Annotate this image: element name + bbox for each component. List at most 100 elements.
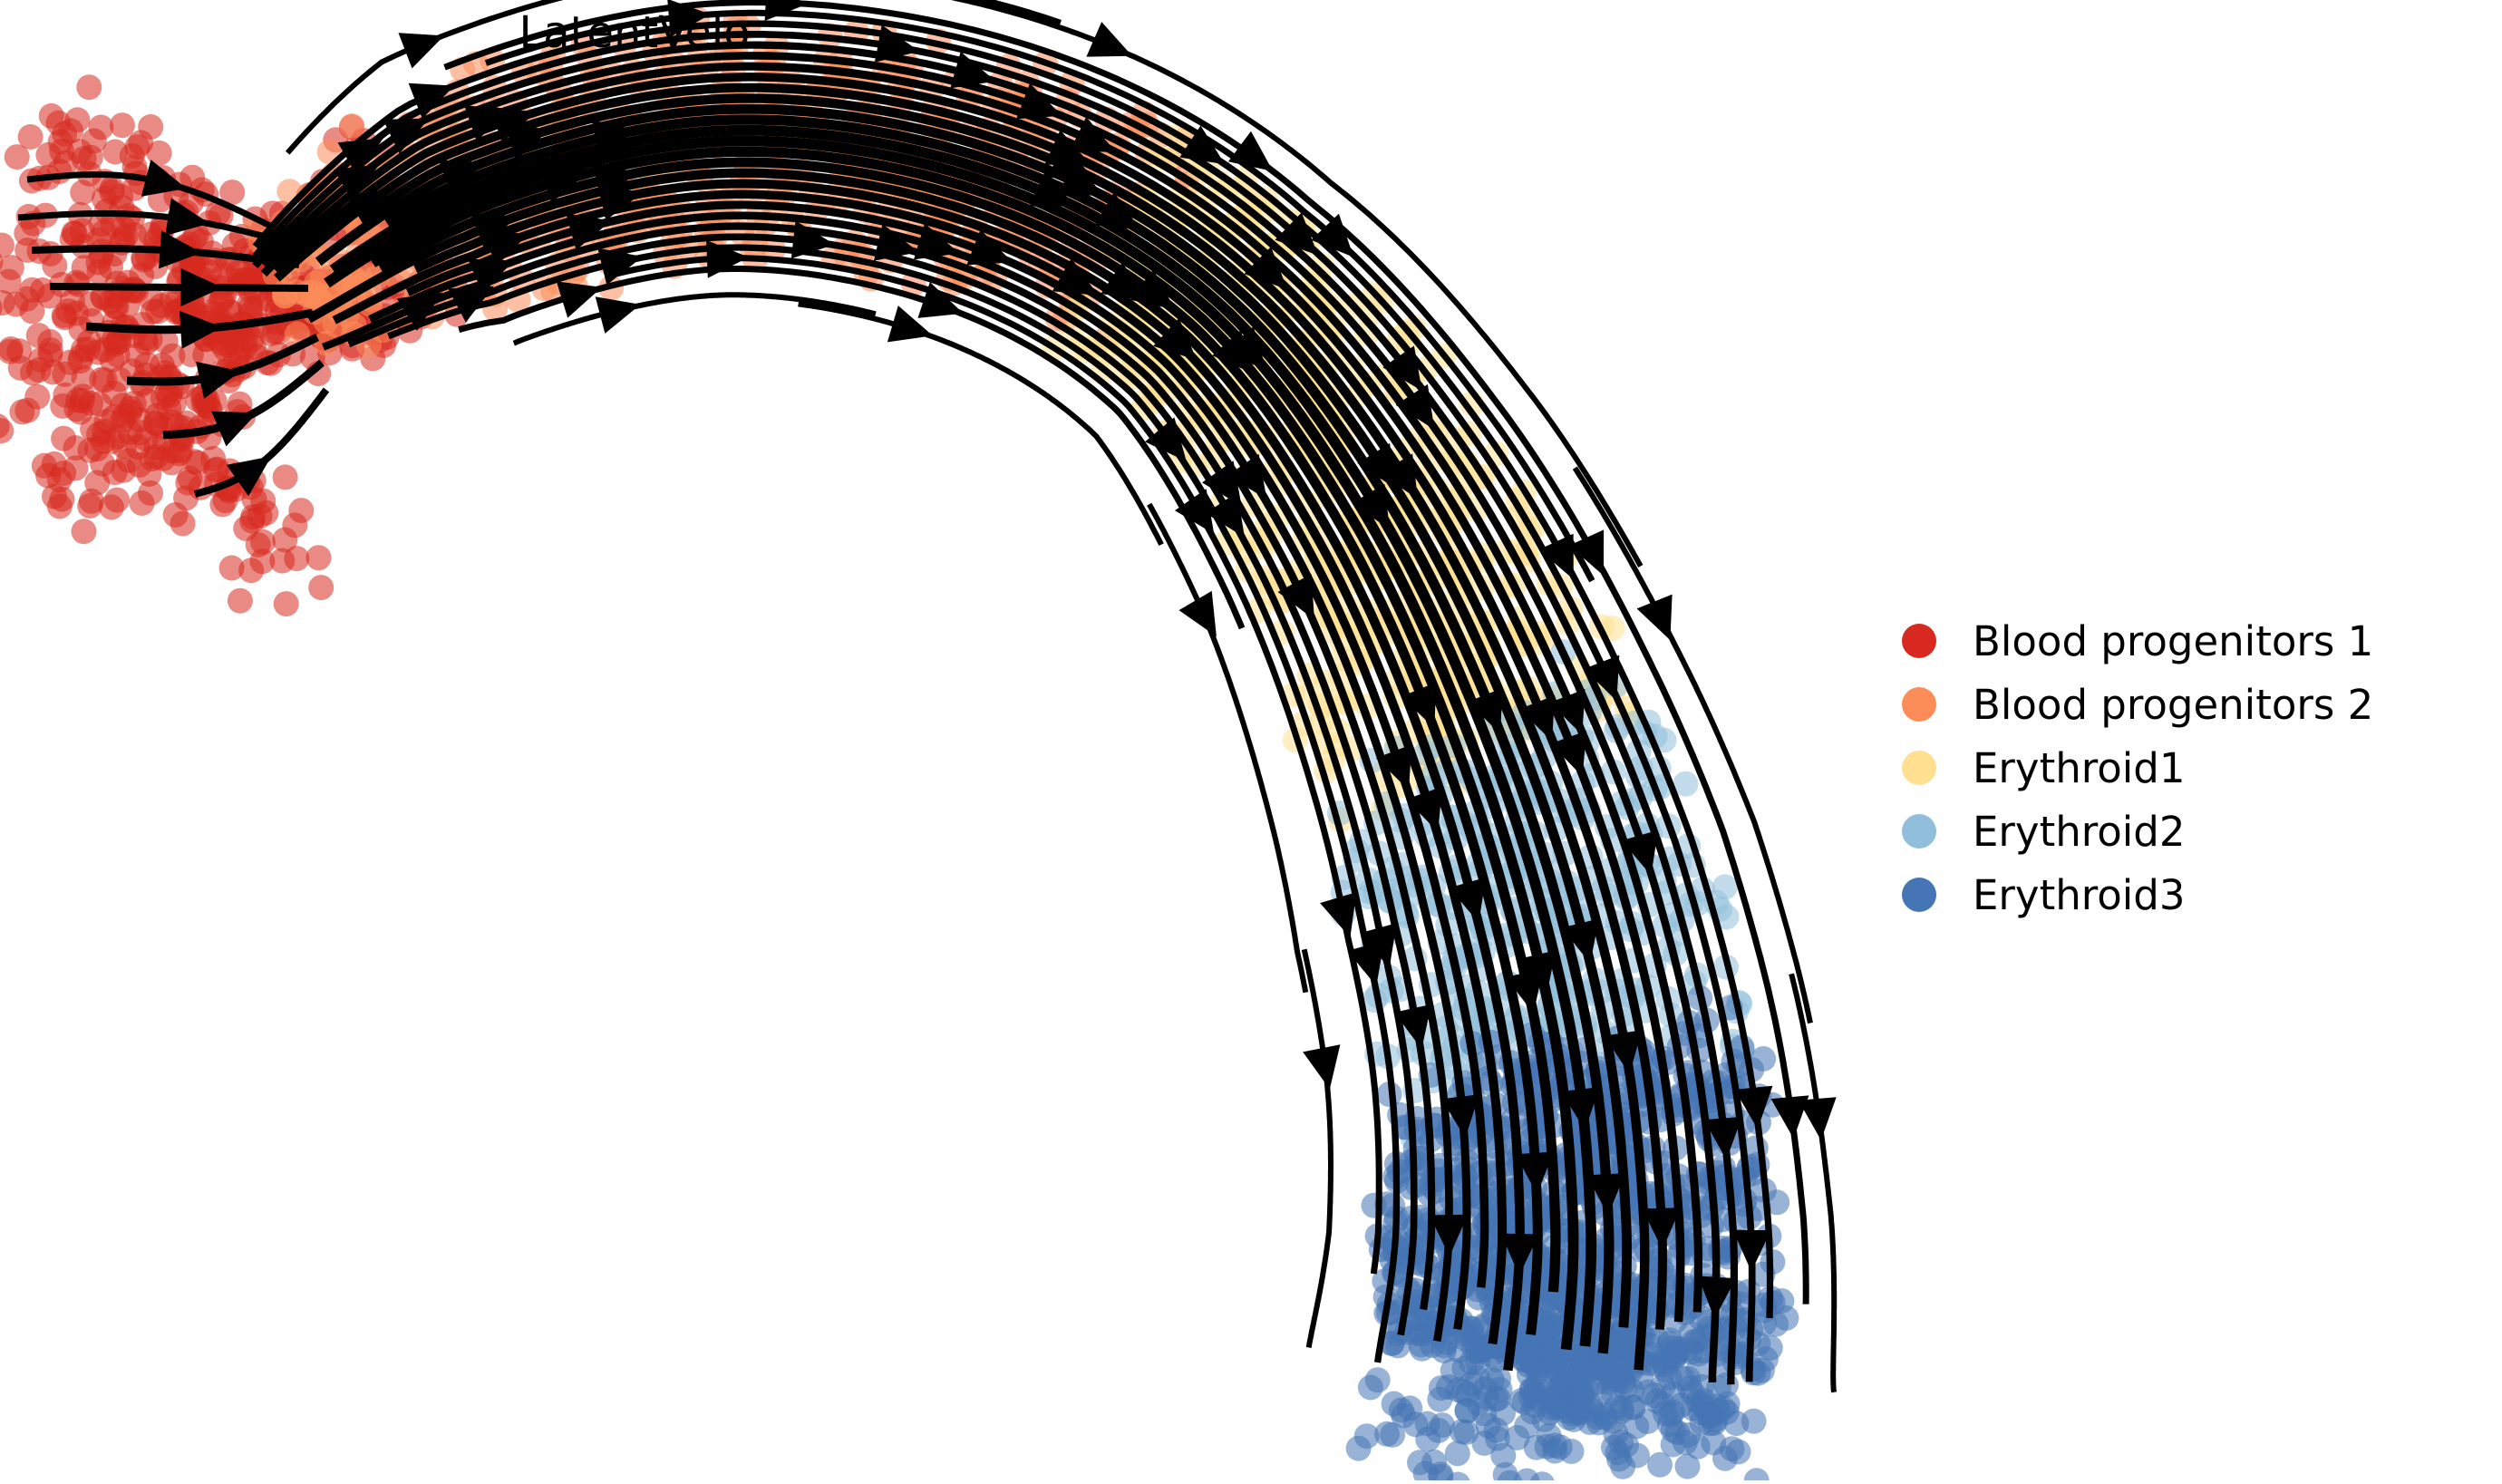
scatter-point xyxy=(25,357,52,383)
legend-item[interactable]: Blood progenitors 2 xyxy=(1902,673,2373,736)
scatter-point xyxy=(249,548,276,575)
scatter-point xyxy=(227,340,252,366)
scatter-point xyxy=(25,323,52,349)
scatter-point xyxy=(46,493,73,519)
scatter-point xyxy=(1586,1382,1613,1408)
streamline-arrow-icon xyxy=(1311,213,1354,257)
scatter-point xyxy=(1561,1349,1587,1375)
streamline xyxy=(17,209,291,247)
scatter-point xyxy=(288,498,315,524)
scatter-point xyxy=(91,186,117,212)
scatter-point xyxy=(51,425,77,451)
scatter-point xyxy=(15,397,41,423)
scatter-point xyxy=(170,510,196,537)
legend-item[interactable]: Erythroid2 xyxy=(1902,800,2373,863)
streamline-arrow-icon xyxy=(1153,317,1198,361)
scatter-point xyxy=(166,441,192,467)
scatter-point xyxy=(1428,1463,1454,1484)
scatter-point xyxy=(1550,1390,1576,1416)
scatter-point xyxy=(305,545,332,571)
streamline-arrow-icon xyxy=(1734,1085,1773,1130)
streamline-arrow-icon xyxy=(1430,1214,1468,1257)
streamline-arrow-icon xyxy=(1584,655,1620,702)
streamline-arrow-icon xyxy=(1070,116,1116,152)
scatter-point xyxy=(198,299,223,325)
legend-swatch-icon xyxy=(1902,814,1936,849)
streamline-arrow-icon xyxy=(1642,1208,1681,1250)
streamline-arrow-icon xyxy=(344,189,392,228)
scatter-point xyxy=(1409,1335,1435,1362)
streamline-arrow-icon xyxy=(180,268,223,306)
streamline-arrow-icon xyxy=(1347,941,1384,986)
streamline xyxy=(443,0,1809,1305)
scatter-point xyxy=(1381,1391,1407,1417)
streamline xyxy=(332,189,1489,1288)
scatter-point xyxy=(157,383,183,409)
scatter-point xyxy=(227,587,253,614)
streamline-arrow-icon xyxy=(1406,786,1442,833)
streamline xyxy=(274,82,1667,1330)
streamline-arrow-icon xyxy=(334,164,380,202)
scatter-point xyxy=(50,393,76,419)
streamline-arrow-icon xyxy=(1703,1116,1742,1160)
streamline-arrow-icon xyxy=(1303,1044,1341,1090)
streamline xyxy=(387,244,1401,1363)
legend-item[interactable]: Erythroid1 xyxy=(1902,736,2373,800)
legend-swatch-icon xyxy=(1902,687,1936,722)
legend-swatch-icon xyxy=(1902,624,1936,658)
streamline xyxy=(252,41,1738,1385)
streamline xyxy=(798,301,1164,547)
legend-item[interactable]: Blood progenitors 1 xyxy=(1902,609,2373,673)
streamline-arrow-icon xyxy=(1175,489,1215,535)
scatter-point xyxy=(1741,1408,1767,1434)
streamline-arrow-icon xyxy=(1538,533,1574,580)
legend-item-label: Blood progenitors 1 xyxy=(1973,616,2374,665)
scatter-point xyxy=(1697,1403,1723,1430)
scatter-point xyxy=(98,494,124,520)
streamline xyxy=(252,20,1774,1319)
scatter-point xyxy=(115,269,141,296)
scatter-point xyxy=(77,144,103,170)
scatter-point xyxy=(6,338,33,364)
scatter-point xyxy=(146,140,172,166)
scatter-point xyxy=(1461,1335,1487,1362)
streamline-arrow-icon xyxy=(1550,731,1587,777)
streamline-arrow-icon xyxy=(1206,491,1245,538)
scatter-point xyxy=(70,336,96,363)
scatter-point xyxy=(269,548,296,574)
streamline-arrow-icon xyxy=(1500,1233,1539,1275)
scatter-point xyxy=(129,490,155,516)
streamline-arrow-icon xyxy=(1244,247,1288,290)
scatter-point xyxy=(76,74,102,101)
scatter-point xyxy=(1712,1445,1738,1471)
streamline-arrow-icon xyxy=(159,230,202,269)
scatter-point xyxy=(110,393,136,419)
scatter-point xyxy=(1653,1401,1679,1427)
legend-item[interactable]: Erythroid3 xyxy=(1902,863,2373,926)
scatter-point xyxy=(1361,1192,1387,1218)
scatter-point xyxy=(272,464,298,490)
scatter-point xyxy=(204,456,230,482)
streamline-arrow-icon xyxy=(1604,1030,1643,1074)
scatter-point xyxy=(1428,1375,1454,1402)
scatter-point xyxy=(61,220,87,247)
scatter-point xyxy=(239,508,266,534)
streamline xyxy=(347,233,1418,1336)
scatter-point xyxy=(1472,1376,1498,1402)
streamline-arrow-icon xyxy=(1561,918,1599,964)
scatter-point xyxy=(1364,1367,1391,1393)
legend-item-label: Blood progenitors 2 xyxy=(1973,680,2374,729)
streamline xyxy=(377,157,1543,1335)
streamline-arrow-icon xyxy=(1352,483,1390,529)
streamline xyxy=(305,168,1525,1372)
scatter-point xyxy=(138,114,164,140)
scatter-point xyxy=(1647,1451,1673,1478)
scatter-point xyxy=(1402,1411,1429,1438)
scatter-point xyxy=(0,255,24,281)
streamline xyxy=(322,222,1436,1311)
streamline-arrow-icon xyxy=(141,160,187,197)
streamline-arrow-icon xyxy=(914,223,960,260)
scatter-point xyxy=(109,112,135,139)
streamline-arrow-icon xyxy=(1227,453,1267,500)
